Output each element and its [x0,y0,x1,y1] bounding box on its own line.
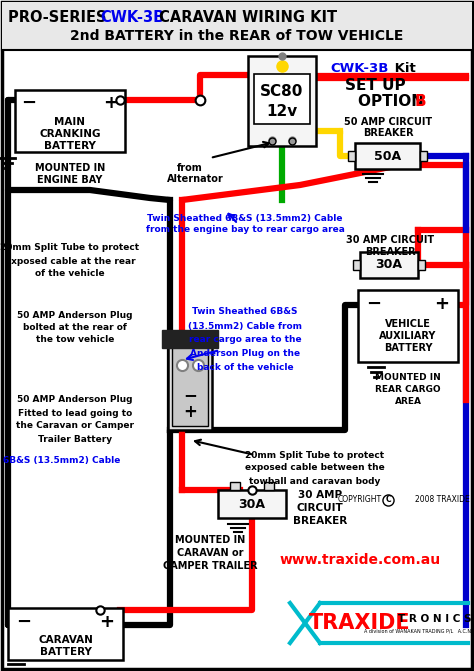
Bar [418,260,425,270]
Bar [15,90,125,152]
Text: www.traxide.com.au: www.traxide.com.au [280,553,440,567]
Text: the tow vehicle: the tow vehicle [36,335,114,344]
Bar [168,340,212,430]
Text: B: B [415,95,427,109]
Bar [2,2,472,50]
Text: MAIN: MAIN [55,117,85,127]
Text: 6B&S (13.5mm2) Cable: 6B&S (13.5mm2) Cable [3,456,121,464]
Text: 30 AMP: 30 AMP [298,490,342,500]
Text: TRAXIDE: TRAXIDE [309,613,411,633]
Text: of the vehicle: of the vehicle [35,270,105,278]
Text: 30 AMP CIRCUIT: 30 AMP CIRCUIT [346,235,434,245]
Text: bolted at the rear of: bolted at the rear of [23,323,127,331]
Text: REAR CARGO: REAR CARGO [375,384,441,393]
Text: 50 AMP CIRCUIT: 50 AMP CIRCUIT [344,117,432,127]
Bar [355,143,420,169]
Bar [248,56,316,146]
Text: MOUNTED IN: MOUNTED IN [375,372,441,382]
Text: 12v: 12v [266,103,298,119]
Bar [218,490,286,518]
Text: 50 AMP Anderson Plug: 50 AMP Anderson Plug [17,395,133,405]
Bar [162,330,218,348]
Text: 20mm Split Tube to protect: 20mm Split Tube to protect [246,450,384,460]
Text: ENGINE BAY: ENGINE BAY [37,175,103,185]
Text: BREAKER: BREAKER [363,128,413,138]
Text: Twin Sheathed 6B&S: Twin Sheathed 6B&S [192,307,298,317]
Text: PRO-SERIES: PRO-SERIES [8,9,111,25]
Text: exposed cable at the rear: exposed cable at the rear [5,256,135,266]
Text: T R O N I C S: T R O N I C S [398,614,472,624]
Text: Anderson Plug on the: Anderson Plug on the [190,350,300,358]
Text: Fitted to lead going to: Fitted to lead going to [18,409,132,417]
Text: +: + [103,94,118,112]
Text: AREA: AREA [394,397,421,405]
Text: −: − [366,295,382,313]
Text: OPTION: OPTION [358,95,429,109]
Text: SET UP: SET UP [345,77,405,93]
Bar [360,252,418,278]
Text: AUXILIARY: AUXILIARY [379,331,437,341]
Text: CWK-3B: CWK-3B [330,62,388,74]
Text: −: − [183,386,197,404]
Bar [358,290,458,362]
Text: exposed cable between the: exposed cable between the [245,464,385,472]
Text: BATTERY: BATTERY [44,141,96,151]
Bar [172,344,208,426]
Bar [230,482,240,490]
Text: Trailer Battery: Trailer Battery [38,435,112,444]
Text: rear cargo area to the: rear cargo area to the [189,336,301,344]
Text: the Caravan or Camper: the Caravan or Camper [16,421,134,431]
Text: CIRCUIT: CIRCUIT [297,503,343,513]
Text: towball and caravan body: towball and caravan body [249,476,381,486]
Text: C: C [385,495,391,505]
Text: BREAKER: BREAKER [293,516,347,526]
Text: A division of WANAKAN TRADING P/L   A.C.N. 092 883 981: A division of WANAKAN TRADING P/L A.C.N.… [365,629,474,633]
Text: from the engine bay to rear cargo area: from the engine bay to rear cargo area [146,225,345,234]
Text: VEHICLE: VEHICLE [385,319,431,329]
Text: −: − [17,613,32,631]
Bar [254,74,310,124]
Text: 50 AMP Anderson Plug: 50 AMP Anderson Plug [17,311,133,319]
Bar [353,260,360,270]
Text: CARAVAN WIRING KIT: CARAVAN WIRING KIT [154,9,337,25]
Text: from: from [177,163,203,173]
Text: BATTERY: BATTERY [39,647,91,657]
Bar [348,151,355,161]
Text: COPYRIGHT: COPYRIGHT [338,495,382,505]
Text: 30A: 30A [375,258,402,272]
Text: CRANKING: CRANKING [39,129,101,139]
Text: (13.5mm2) Cable from: (13.5mm2) Cable from [188,321,302,331]
Text: 2008 TRAXIDE TRONICS: 2008 TRAXIDE TRONICS [415,495,474,505]
Text: Alternator: Alternator [167,174,223,184]
Text: Kit: Kit [390,62,416,74]
Text: MOUNTED IN: MOUNTED IN [35,163,105,173]
Text: 2nd BATTERY in the REAR of TOW VEHICLE: 2nd BATTERY in the REAR of TOW VEHICLE [70,29,404,43]
Text: 20mm Split Tube to protect: 20mm Split Tube to protect [0,244,139,252]
Text: −: − [21,94,36,112]
Text: +: + [100,613,115,631]
Text: CAMPER TRAILER: CAMPER TRAILER [163,561,257,571]
Text: 50A: 50A [374,150,401,162]
Text: 30A: 30A [238,497,265,511]
Bar [420,151,427,161]
Bar [264,482,274,490]
Text: +: + [183,403,197,421]
Bar [8,608,123,660]
Text: BATTERY: BATTERY [384,343,432,353]
Text: CWK-3B: CWK-3B [100,9,164,25]
Text: BREAKER: BREAKER [365,247,415,257]
Text: CARAVAN or: CARAVAN or [177,548,243,558]
Text: back of the vehicle: back of the vehicle [197,364,293,372]
Text: Twin Sheathed 6B&S (13.5mm2) Cable: Twin Sheathed 6B&S (13.5mm2) Cable [147,213,343,223]
Text: SC80: SC80 [260,83,304,99]
Text: MOUNTED IN: MOUNTED IN [175,535,245,545]
Text: +: + [435,295,449,313]
Text: CARAVAN: CARAVAN [38,635,93,645]
